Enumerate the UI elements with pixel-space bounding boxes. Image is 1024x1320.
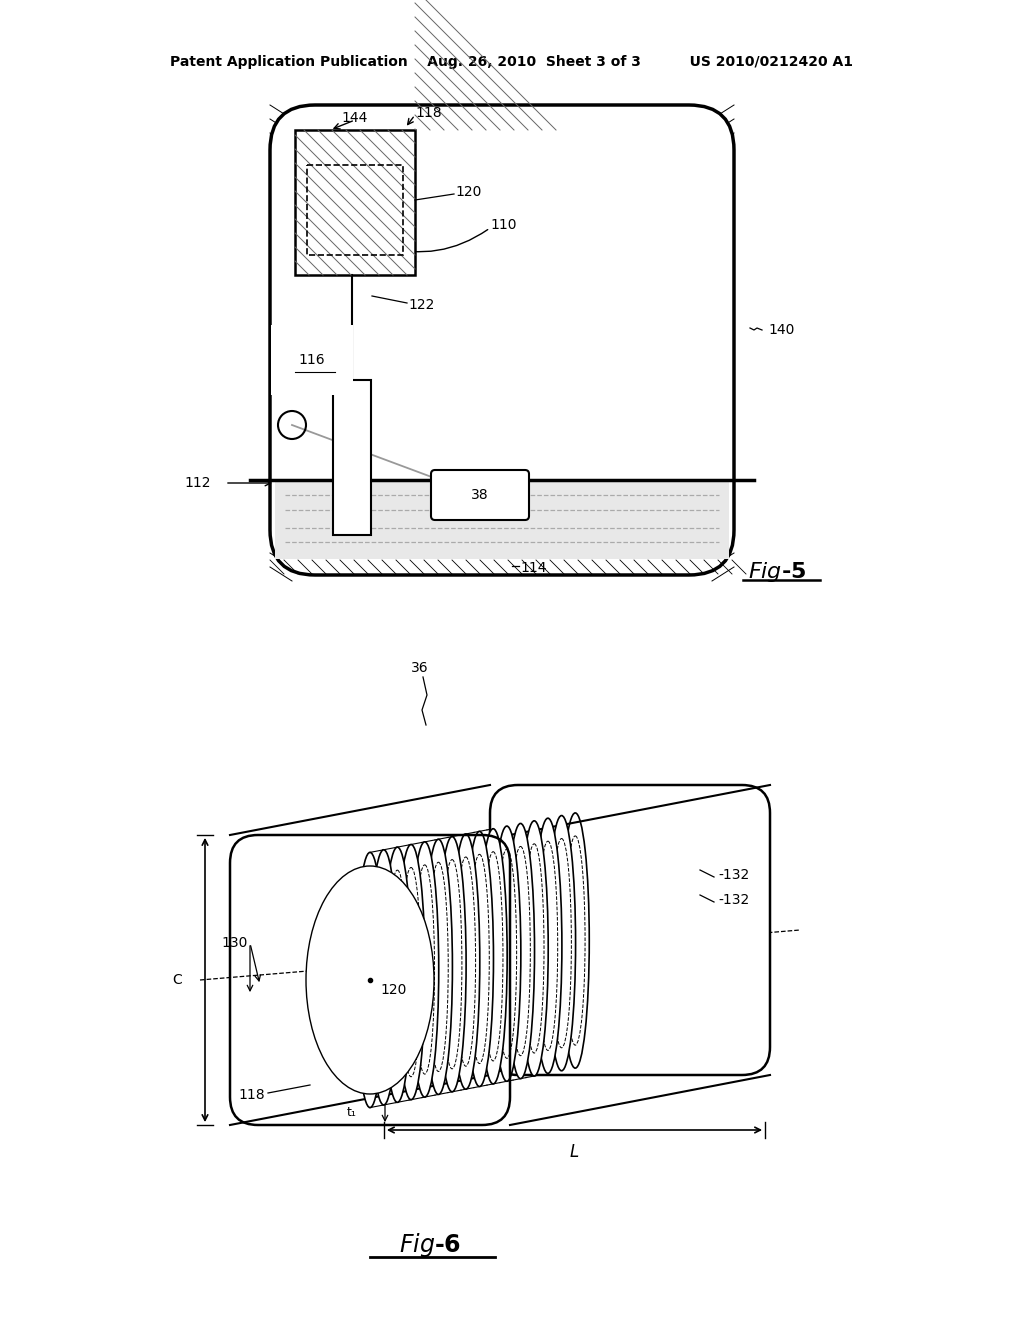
Ellipse shape xyxy=(574,810,603,1065)
Text: 38: 38 xyxy=(471,488,488,502)
FancyBboxPatch shape xyxy=(431,470,529,520)
Ellipse shape xyxy=(356,853,384,1107)
Bar xyxy=(333,380,371,535)
Text: $\it{Fig}$-5: $\it{Fig}$-5 xyxy=(748,560,806,583)
Text: 114: 114 xyxy=(520,561,547,576)
Ellipse shape xyxy=(561,813,589,1068)
Ellipse shape xyxy=(520,821,548,1076)
Text: 130: 130 xyxy=(221,936,248,950)
Ellipse shape xyxy=(616,803,644,1057)
Text: Patent Application Publication    Aug. 26, 2010  Sheet 3 of 3          US 2010/0: Patent Application Publication Aug. 26, … xyxy=(171,55,853,69)
Ellipse shape xyxy=(355,954,385,1005)
Ellipse shape xyxy=(466,832,494,1086)
FancyBboxPatch shape xyxy=(490,785,770,1074)
Ellipse shape xyxy=(507,824,535,1078)
FancyBboxPatch shape xyxy=(270,106,734,576)
Text: C: C xyxy=(172,973,182,987)
Ellipse shape xyxy=(534,818,562,1073)
Text: 122: 122 xyxy=(408,298,434,312)
Ellipse shape xyxy=(306,866,434,1094)
Ellipse shape xyxy=(334,915,406,1045)
Ellipse shape xyxy=(479,829,507,1084)
Text: 144: 144 xyxy=(342,111,369,125)
Ellipse shape xyxy=(321,891,419,1069)
Ellipse shape xyxy=(493,826,521,1081)
Text: t₁: t₁ xyxy=(347,1106,357,1119)
Ellipse shape xyxy=(383,847,412,1102)
Ellipse shape xyxy=(411,842,438,1097)
Text: -132: -132 xyxy=(718,869,750,882)
Text: 112: 112 xyxy=(184,477,211,490)
Text: 120: 120 xyxy=(380,983,407,997)
Text: L: L xyxy=(570,1143,580,1162)
Text: 36: 36 xyxy=(412,661,429,675)
Bar xyxy=(295,129,415,275)
Ellipse shape xyxy=(589,808,616,1063)
Text: 118: 118 xyxy=(239,1088,265,1102)
Ellipse shape xyxy=(438,837,466,1092)
Bar xyxy=(275,482,729,558)
Ellipse shape xyxy=(548,816,575,1071)
Ellipse shape xyxy=(345,937,395,1023)
Text: 116: 116 xyxy=(299,352,326,367)
Ellipse shape xyxy=(452,834,480,1089)
Text: 118: 118 xyxy=(415,106,441,120)
Text: 120: 120 xyxy=(455,185,481,199)
Ellipse shape xyxy=(370,850,397,1105)
Ellipse shape xyxy=(602,805,631,1060)
Text: 110: 110 xyxy=(490,218,516,232)
Text: -132: -132 xyxy=(718,894,750,907)
Ellipse shape xyxy=(397,845,425,1100)
Text: 140: 140 xyxy=(768,323,795,337)
Bar xyxy=(307,165,403,255)
Ellipse shape xyxy=(424,840,453,1094)
Text: $\it{Fig}$-6: $\it{Fig}$-6 xyxy=(399,1232,461,1259)
